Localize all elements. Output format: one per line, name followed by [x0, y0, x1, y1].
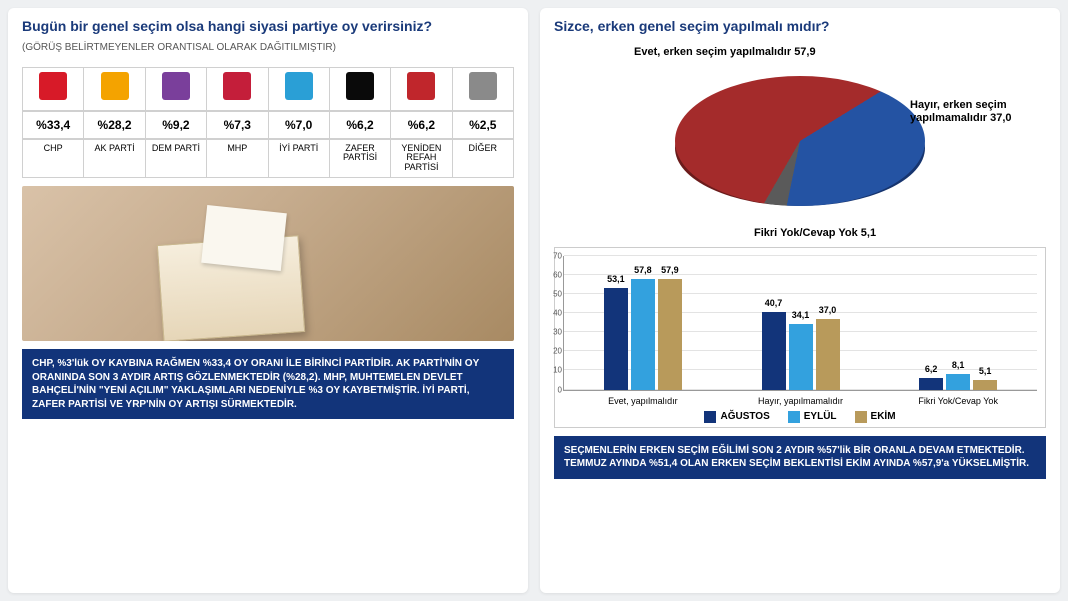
bar-value-label: 40,7 [765, 298, 783, 308]
y-tick: 40 [553, 308, 562, 317]
party-name: AK PARTİ [84, 140, 145, 178]
party-name: MHP [207, 140, 268, 178]
legend-label: EKİM [871, 411, 896, 422]
party-pct: %7,0 [269, 112, 330, 138]
party-name: DEM PARTİ [146, 140, 207, 178]
right-question: Sizce, erken genel seçim yapılmalı mıdır… [554, 18, 1046, 36]
bar: 34,1 [789, 324, 813, 389]
bar-value-label: 57,9 [661, 265, 679, 275]
legend-swatch [788, 411, 800, 423]
left-note: CHP, %3'lük OY KAYBINA RAĞMEN %33,4 OY O… [22, 349, 514, 419]
party-logo-cell [22, 68, 84, 110]
pie-label-dk: Fikri Yok/Cevap Yok 5,1 [754, 227, 876, 240]
y-tick: 0 [558, 385, 562, 394]
bar-group: 40,734,137,0Hayır, yapılmamalıdır [722, 256, 880, 390]
right-panel: Sizce, erken genel seçim yapılmalı mıdır… [540, 8, 1060, 593]
bar-value-label: 8,1 [952, 360, 965, 370]
y-tick: 10 [553, 366, 562, 375]
party-pct: %9,2 [146, 112, 207, 138]
party-name: ZAFER PARTİSİ [330, 140, 391, 178]
legend-swatch [855, 411, 867, 423]
bar-chart-block: 010203040506070 53,157,857,9Evet, yapılm… [554, 247, 1046, 428]
party-logo [39, 72, 67, 100]
bar-value-label: 5,1 [979, 366, 992, 376]
pie-chart: Evet, erken seçim yapılmalıdır 57,9 Hayı… [554, 44, 1046, 239]
bar: 5,1 [973, 380, 997, 390]
party-logo [469, 72, 497, 100]
right-note: SEÇMENLERİN ERKEN SEÇİM EĞİLİMİ SON 2 AY… [554, 436, 1046, 479]
bar-group-label: Evet, yapılmalıdır [564, 396, 722, 406]
party-name-row: CHPAK PARTİDEM PARTİMHPİYİ PARTİZAFER PA… [22, 139, 514, 179]
bar: 40,7 [762, 312, 786, 390]
party-pct: %33,4 [22, 112, 84, 138]
bar-value-label: 57,8 [634, 265, 652, 275]
bar-legend: AĞUSTOS EYLÜL EKİM [563, 411, 1037, 423]
left-subtitle: (GÖRÜŞ BELİRTMEYENLER ORANTISAL OLARAK D… [22, 42, 514, 53]
y-axis: 010203040506070 [542, 256, 562, 390]
party-logo [407, 72, 435, 100]
bar: 57,8 [631, 279, 655, 390]
bar-group: 6,28,15,1Fikri Yok/Cevap Yok [879, 256, 1037, 390]
party-logo [346, 72, 374, 100]
party-pct: %6,2 [330, 112, 391, 138]
bar-group: 53,157,857,9Evet, yapılmalıdır [564, 256, 722, 390]
legend-label: AĞUSTOS [720, 411, 769, 422]
party-name: İYİ PARTİ [269, 140, 330, 178]
legend-item: EYLÜL [788, 411, 837, 423]
bar: 53,1 [604, 288, 628, 390]
y-tick: 30 [553, 328, 562, 337]
party-name: YENİDEN REFAH PARTİSİ [391, 140, 452, 178]
party-pct-row: %33,4%28,2%9,2%7,3%7,0%6,2%6,2%2,5 [22, 111, 514, 139]
bar-value-label: 37,0 [819, 305, 837, 315]
bar: 8,1 [946, 374, 970, 390]
party-logo-cell [453, 68, 514, 110]
party-pct: %6,2 [391, 112, 452, 138]
party-logo-cell [269, 68, 330, 110]
y-tick: 70 [553, 251, 562, 260]
pie-label-yes: Evet, erken seçim yapılmalıdır 57,9 [634, 46, 816, 59]
bar: 57,9 [658, 279, 682, 390]
legend-swatch [704, 411, 716, 423]
bar-value-label: 34,1 [792, 310, 810, 320]
party-logo-cell [84, 68, 145, 110]
party-logo-row [22, 67, 514, 111]
party-logo-cell [146, 68, 207, 110]
party-table: %33,4%28,2%9,2%7,3%7,0%6,2%6,2%2,5 CHPAK… [22, 67, 514, 179]
party-pct: %2,5 [453, 112, 514, 138]
bar-group-label: Fikri Yok/Cevap Yok [879, 396, 1037, 406]
bar-chart: 010203040506070 53,157,857,9Evet, yapılm… [563, 256, 1037, 391]
bar-value-label: 6,2 [925, 364, 938, 374]
bar-group-label: Hayır, yapılmamalıdır [722, 396, 880, 406]
party-logo [285, 72, 313, 100]
party-logo [223, 72, 251, 100]
y-tick: 50 [553, 289, 562, 298]
party-logo [101, 72, 129, 100]
pie-label-no: Hayır, erken seçim yapılmamalıdır 37,0 [910, 99, 1050, 125]
pie-top [675, 76, 925, 206]
party-logo [162, 72, 190, 100]
left-question: Bugün bir genel seçim olsa hangi siyasi … [22, 18, 514, 36]
legend-label: EYLÜL [804, 411, 837, 422]
legend-item: EKİM [855, 411, 896, 423]
bar: 6,2 [919, 378, 943, 390]
y-tick: 60 [553, 270, 562, 279]
ballot-photo [22, 186, 514, 341]
y-tick: 20 [553, 347, 562, 356]
bar: 37,0 [816, 319, 840, 390]
party-pct: %7,3 [207, 112, 268, 138]
legend-item: AĞUSTOS [704, 411, 769, 423]
party-logo-cell [207, 68, 268, 110]
party-logo-cell [330, 68, 391, 110]
party-name: DİĞER [453, 140, 514, 178]
party-logo-cell [391, 68, 452, 110]
party-name: CHP [22, 140, 84, 178]
left-panel: Bugün bir genel seçim olsa hangi siyasi … [8, 8, 528, 593]
party-pct: %28,2 [84, 112, 145, 138]
bar-value-label: 53,1 [607, 274, 625, 284]
